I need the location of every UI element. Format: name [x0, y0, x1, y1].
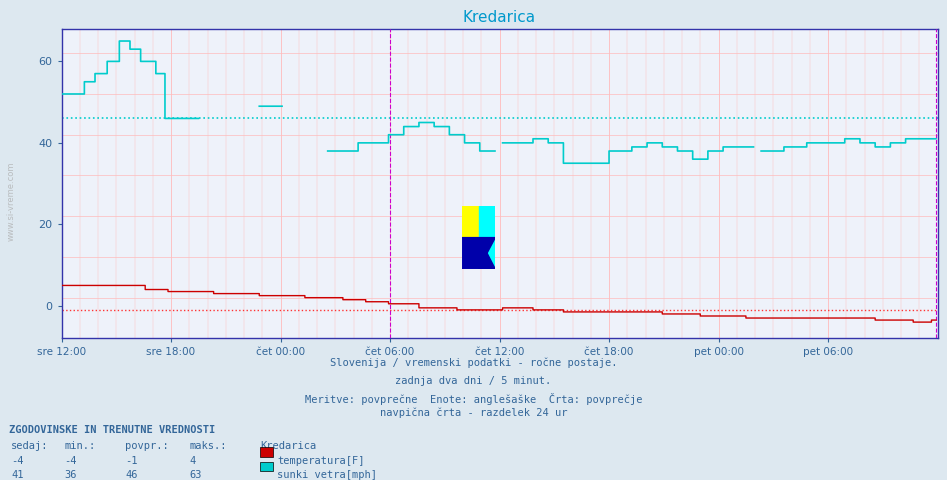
Text: zadnja dva dni / 5 minut.: zadnja dva dni / 5 minut.	[396, 376, 551, 386]
Text: -4: -4	[11, 456, 24, 466]
Text: 36: 36	[64, 470, 77, 480]
Text: maks.:: maks.:	[189, 441, 227, 451]
Text: 41: 41	[11, 470, 24, 480]
Text: povpr.:: povpr.:	[125, 441, 169, 451]
Polygon shape	[479, 238, 495, 269]
Text: Meritve: povprečne  Enote: anglešaške  Črta: povprečje: Meritve: povprečne Enote: anglešaške Črt…	[305, 393, 642, 405]
Polygon shape	[479, 206, 495, 238]
Text: Kredarica: Kredarica	[260, 441, 316, 451]
Text: navpična črta - razdelek 24 ur: navpična črta - razdelek 24 ur	[380, 407, 567, 418]
Text: -1: -1	[125, 456, 137, 466]
Text: Slovenija / vremenski podatki - ročne postaje.: Slovenija / vremenski podatki - ročne po…	[330, 358, 617, 368]
Text: 4: 4	[189, 456, 196, 466]
Text: -4: -4	[64, 456, 77, 466]
Text: 63: 63	[189, 470, 202, 480]
Polygon shape	[479, 238, 495, 269]
Title: Kredarica: Kredarica	[463, 10, 536, 25]
Text: www.si-vreme.com: www.si-vreme.com	[7, 162, 16, 241]
Text: min.:: min.:	[64, 441, 96, 451]
Text: sunki vetra[mph]: sunki vetra[mph]	[277, 470, 378, 480]
Text: sedaj:: sedaj:	[11, 441, 49, 451]
Text: 46: 46	[125, 470, 137, 480]
Text: ZGODOVINSKE IN TRENUTNE VREDNOSTI: ZGODOVINSKE IN TRENUTNE VREDNOSTI	[9, 425, 216, 435]
Text: temperatura[F]: temperatura[F]	[277, 456, 365, 466]
Polygon shape	[462, 238, 495, 269]
Polygon shape	[462, 206, 479, 238]
